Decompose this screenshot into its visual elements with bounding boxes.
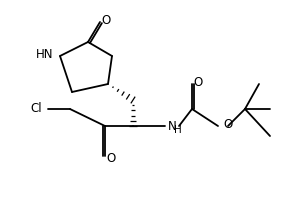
Text: O: O [101,13,111,27]
Text: Cl: Cl [30,102,42,114]
Text: O: O [193,75,203,89]
Text: H: H [174,125,182,135]
Text: O: O [106,152,116,164]
Text: O: O [223,119,232,132]
Text: N: N [168,121,177,133]
Text: HN: HN [36,48,53,61]
